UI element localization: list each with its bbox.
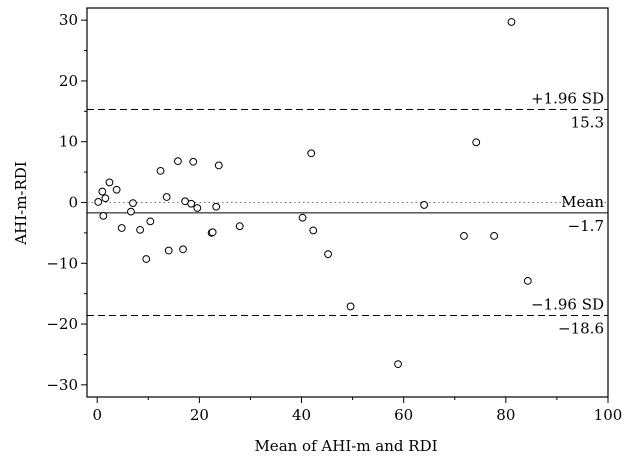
- mean-label-bottom: −1.7: [568, 217, 604, 235]
- data-point: [235, 222, 244, 231]
- data-point: [164, 246, 173, 255]
- data-point: [208, 228, 217, 237]
- lower-label-top: −1.96 SD: [531, 296, 604, 314]
- x-tick-label: 60: [394, 406, 413, 424]
- data-point: [523, 277, 532, 285]
- data-point: [346, 302, 355, 311]
- data-point: [472, 138, 481, 147]
- y-axis-title: AHI-m-RDI: [12, 161, 30, 246]
- data-point: [394, 360, 402, 369]
- data-point: [129, 199, 137, 208]
- x-axis-ticks: 0 20 40 60 80 100: [92, 397, 622, 424]
- data-point: [460, 232, 468, 240]
- y-tick-label: 30: [59, 11, 78, 29]
- data-point: [162, 193, 171, 201]
- x-tick-label: 0: [92, 406, 102, 424]
- data-point: [189, 157, 198, 166]
- x-tick-label: 80: [496, 406, 515, 424]
- data-point: [105, 178, 114, 187]
- data-point: [142, 255, 151, 263]
- y-axis-ticks: −30 −20 −10 0 10 20 30: [46, 11, 87, 394]
- y-tick-label: −30: [46, 376, 78, 394]
- data-point: [94, 197, 103, 206]
- reference-lines: [87, 109, 608, 317]
- upper-label-top: +1.96 SD: [531, 90, 604, 108]
- data-point: [214, 161, 223, 170]
- data-point: [112, 185, 121, 194]
- data-point: [127, 207, 135, 216]
- y-tick-label: 10: [59, 133, 78, 151]
- data-point: [117, 224, 126, 232]
- data-point: [98, 187, 107, 196]
- plot-frame: [86, 7, 609, 398]
- data-point: [507, 18, 516, 26]
- x-tick-label: 20: [190, 406, 209, 424]
- y-tick-label: −10: [46, 254, 78, 272]
- data-point: [307, 149, 316, 158]
- data-point: [146, 217, 155, 226]
- lower-label-bottom: −18.6: [558, 320, 604, 338]
- data-point: [101, 194, 110, 203]
- y-tick-label: 20: [59, 72, 78, 90]
- upper-label-bottom: 15.3: [571, 114, 604, 132]
- data-point: [179, 245, 187, 254]
- data-point: [490, 232, 498, 240]
- data-point: [156, 166, 165, 175]
- data-point: [309, 226, 318, 235]
- data-point: [193, 204, 202, 212]
- data-point: [324, 250, 332, 259]
- data-points: [94, 18, 532, 369]
- data-point: [212, 202, 221, 211]
- mean-label-top: Mean: [561, 193, 604, 211]
- data-point: [136, 225, 145, 234]
- annotations: +1.96 SD 15.3 Mean −1.7 −1.96 SD −18.6: [531, 90, 604, 338]
- y-tick-label: −20: [46, 315, 78, 333]
- data-point: [420, 201, 429, 209]
- x-axis-title: Mean of AHI-m and RDI: [254, 437, 437, 455]
- data-point: [187, 199, 196, 208]
- y-tick-label: 0: [68, 194, 78, 212]
- data-point: [298, 213, 307, 222]
- x-tick-label: 40: [292, 406, 311, 424]
- data-point: [99, 211, 108, 220]
- data-point: [174, 157, 182, 166]
- x-tick-label: 100: [594, 406, 623, 424]
